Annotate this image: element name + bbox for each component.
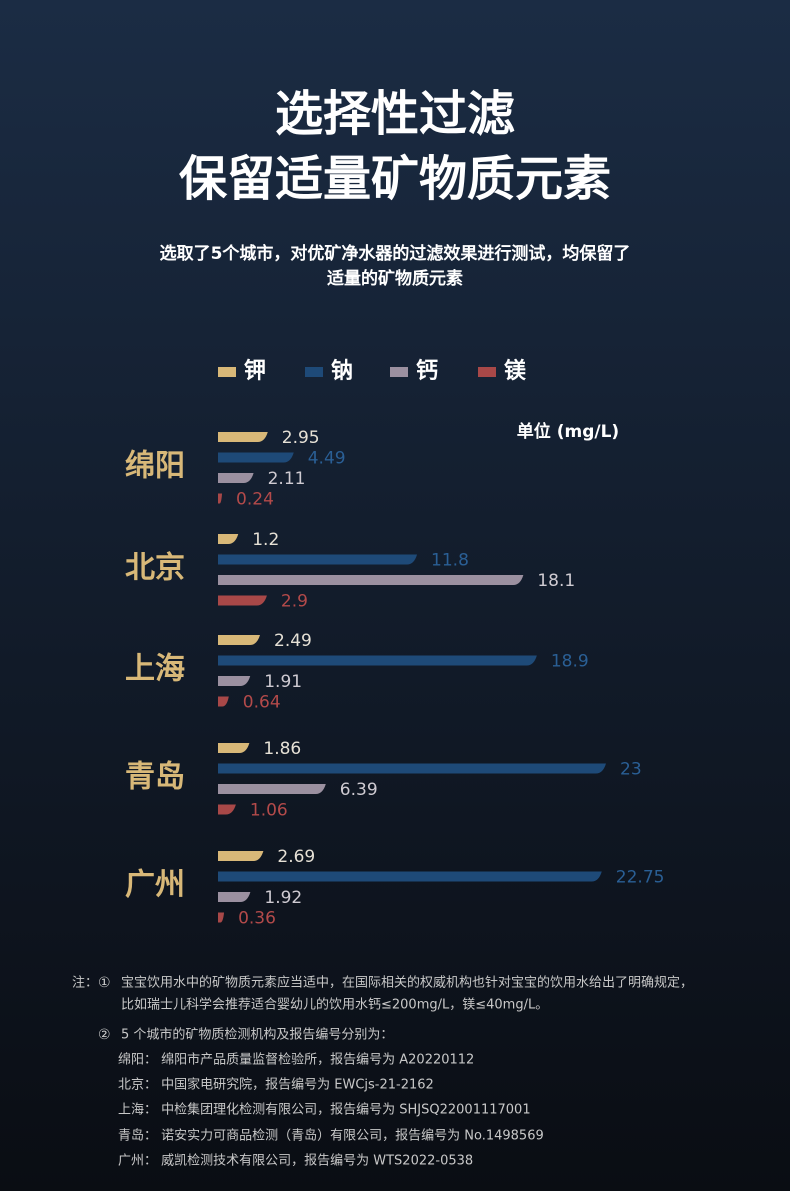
notes-label: 注： — [72, 976, 98, 991]
legend-swatch — [390, 367, 408, 377]
subtitle: 选取了5个城市，对优矿净水器的过滤效果进行测试，均保留了 — [160, 243, 631, 264]
value-label: 18.1 — [537, 571, 575, 591]
value-label: 6.39 — [340, 780, 378, 800]
value-label: 1.86 — [263, 739, 301, 759]
bar — [218, 676, 251, 686]
value-label: 1.92 — [264, 888, 302, 908]
value-label: 0.36 — [238, 909, 276, 929]
note-marker: ② — [98, 1027, 111, 1043]
title: 选择性过滤 — [275, 86, 515, 142]
bar — [218, 784, 326, 794]
legend-label: 镁 — [504, 358, 526, 384]
value-label: 11.8 — [431, 551, 469, 571]
legend-label: 钙 — [416, 359, 438, 384]
value-label: 1.91 — [264, 672, 302, 692]
note-line: 广州： 威凯检测技术有限公司，报告编号为 WTS2022-0538 — [118, 1154, 473, 1169]
category-label: 绵阳 — [125, 449, 185, 484]
category-label: 北京 — [125, 551, 185, 586]
bar — [218, 635, 261, 645]
bar — [218, 554, 418, 565]
value-label: 23 — [620, 760, 642, 780]
bar — [218, 432, 268, 442]
value-label: 2.11 — [268, 469, 306, 489]
value-label: 0.24 — [236, 490, 274, 510]
value-label: 2.69 — [277, 847, 315, 867]
note-line: 绵阳： 绵阳市产品质量监督检验所，报告编号为 A20220112 — [118, 1052, 474, 1068]
note-line: 上海： 中检集团理化检测有限公司，报告编号为 SHJSQ22001117001 — [118, 1102, 531, 1118]
bar — [218, 595, 267, 606]
bar — [218, 851, 264, 861]
unit-label: 单位 (mg/L) — [517, 421, 619, 442]
legend-label: 钾 — [244, 359, 266, 384]
value-label: 2.95 — [282, 428, 320, 448]
bar — [218, 655, 537, 666]
note-line: 北京： 中国家电研究院，报告编号为 EWCjs-21-2162 — [118, 1077, 434, 1093]
bar — [218, 473, 254, 483]
value-label: 1.2 — [252, 530, 279, 550]
category-label: 上海 — [125, 652, 185, 687]
title: 保留适量矿物质元素 — [179, 151, 611, 207]
value-label: 2.49 — [274, 631, 312, 651]
value-label: 2.9 — [281, 592, 308, 612]
legend-swatch — [218, 367, 236, 377]
bar — [218, 696, 229, 707]
legend-swatch — [305, 367, 323, 377]
note-line: 宝宝饮用水中的矿物质元素应当适中，在国际相关的权威机构也针对宝宝的饮用水给出了明… — [121, 975, 693, 991]
bar — [218, 763, 606, 774]
value-label: 18.9 — [551, 652, 589, 672]
bar — [218, 575, 524, 585]
legend-swatch — [478, 367, 496, 377]
value-label: 22.75 — [616, 868, 665, 888]
bar — [218, 743, 250, 753]
bar — [218, 871, 602, 882]
value-label: 1.06 — [250, 801, 288, 821]
bar — [218, 892, 251, 902]
note-line: 比如瑞士儿科学会推荐适合婴幼儿的饮用水钙≤200mg/L，镁≤40mg/L。 — [121, 997, 548, 1013]
value-label: 4.49 — [308, 449, 346, 469]
note-marker: ① — [98, 975, 111, 991]
bar — [218, 534, 239, 544]
note-line: 青岛： 诺安实力可商品检测（青岛）有限公司，报告编号为 No.1498569 — [118, 1128, 544, 1144]
note-line: 5 个城市的矿物质检测机构及报告编号分别为： — [121, 1027, 393, 1043]
bar — [218, 493, 223, 504]
category-label: 广州 — [125, 868, 185, 903]
subtitle: 适量的矿物质元素 — [327, 268, 463, 289]
category-label: 青岛 — [125, 760, 185, 795]
value-label: 0.64 — [243, 693, 281, 713]
bar — [218, 452, 294, 463]
legend-label: 钠 — [331, 359, 353, 384]
bar — [218, 912, 225, 923]
bar — [218, 804, 236, 815]
